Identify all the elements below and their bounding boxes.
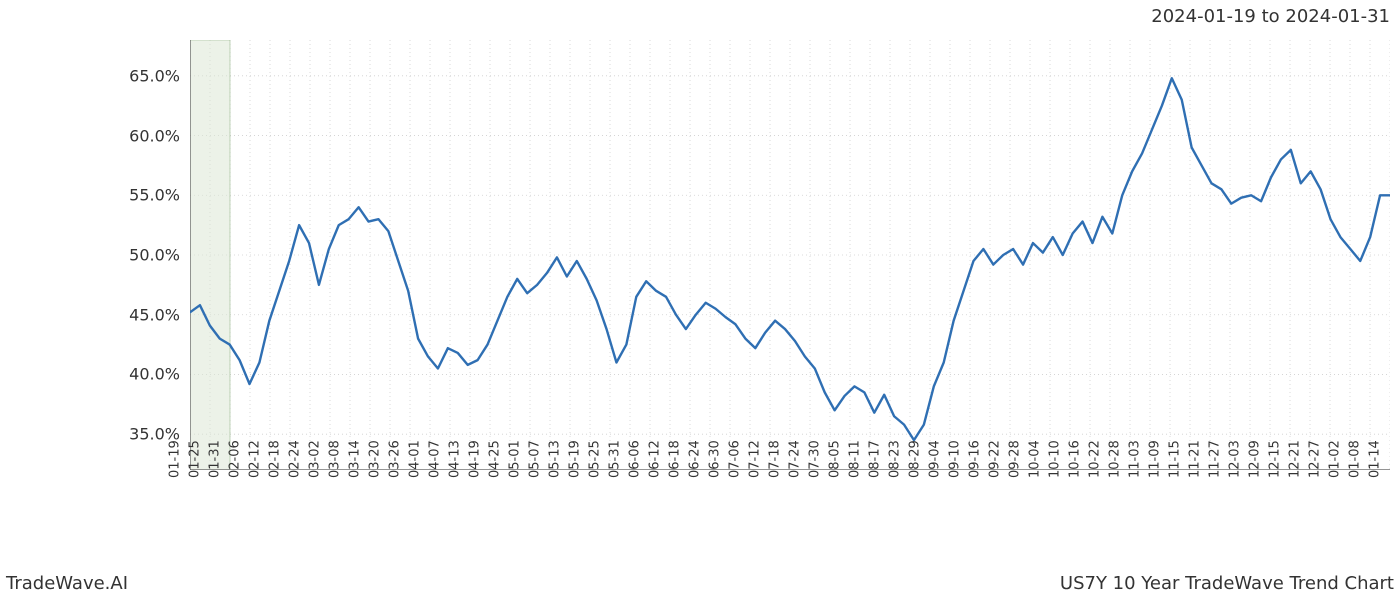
x-axis-tick-label: 07-18 (768, 440, 783, 478)
x-axis-tick-label: 04-07 (428, 440, 443, 478)
x-axis-tick-label: 03-08 (328, 440, 343, 478)
x-axis-tick-label: 07-24 (788, 440, 803, 478)
x-axis-tick-label: 11-09 (1148, 440, 1163, 478)
x-axis-tick-label: 03-20 (368, 440, 383, 478)
y-axis-tick-label: 45.0% (120, 305, 180, 324)
x-axis-tick-label: 10-22 (1088, 440, 1103, 478)
x-axis-tick-label: 08-17 (868, 440, 883, 478)
x-axis-tick-label: 02-24 (288, 440, 303, 478)
x-axis-tick-label: 06-30 (708, 440, 723, 478)
x-axis-tick-label: 12-03 (1228, 440, 1243, 478)
chart-container: { "header": { "date_range": "2024-01-19 … (0, 0, 1400, 600)
x-axis-tick-label: 08-11 (848, 440, 863, 478)
x-axis-tick-label: 01-14 (1368, 440, 1383, 478)
x-axis-tick-label: 11-15 (1168, 440, 1183, 478)
x-axis-tick-label: 05-07 (528, 440, 543, 478)
x-axis-tick-label: 09-10 (948, 440, 963, 478)
x-axis-tick-label: 06-06 (628, 440, 643, 478)
x-axis-tick-label: 06-18 (668, 440, 683, 478)
x-axis-tick-label: 09-04 (928, 440, 943, 478)
x-axis-tick-label: 05-01 (508, 440, 523, 478)
x-axis-tick-label: 05-13 (548, 440, 563, 478)
x-axis-tick-label: 01-02 (1328, 440, 1343, 478)
x-axis-tick-label: 07-06 (728, 440, 743, 478)
x-axis-tick-label: 02-18 (268, 440, 283, 478)
x-axis-tick-label: 04-01 (408, 440, 423, 478)
x-axis-tick-label: 03-26 (388, 440, 403, 478)
x-axis-tick-label: 09-28 (1008, 440, 1023, 478)
x-axis-tick-label: 12-27 (1308, 440, 1323, 478)
x-axis-tick-label: 09-16 (968, 440, 983, 478)
x-axis-tick-label: 04-13 (448, 440, 463, 478)
x-axis-tick-label: 02-06 (228, 440, 243, 478)
x-axis-tick-label: 08-29 (908, 440, 923, 478)
brand-label: TradeWave.AI (6, 573, 128, 594)
x-axis-tick-label: 01-31 (208, 440, 223, 478)
x-axis-tick-label: 06-12 (648, 440, 663, 478)
x-axis-tick-label: 05-31 (608, 440, 623, 478)
x-axis-tick-label: 12-21 (1288, 440, 1303, 478)
x-axis-tick-label: 03-02 (308, 440, 323, 478)
x-axis-tick-label: 04-19 (468, 440, 483, 478)
x-axis-tick-label: 10-04 (1028, 440, 1043, 478)
x-axis-tick-label: 01-08 (1348, 440, 1363, 478)
x-axis-tick-label: 06-24 (688, 440, 703, 478)
x-axis-tick-label: 10-16 (1068, 440, 1083, 478)
x-axis-tick-label: 12-15 (1268, 440, 1283, 478)
y-axis-tick-label: 50.0% (120, 246, 180, 265)
x-axis-tick-label: 05-19 (568, 440, 583, 478)
x-axis-tick-label: 08-23 (888, 440, 903, 478)
y-axis-tick-label: 55.0% (120, 186, 180, 205)
x-axis-tick-label: 11-03 (1128, 440, 1143, 478)
x-axis-tick-label: 07-12 (748, 440, 763, 478)
x-axis-tick-label: 04-25 (488, 440, 503, 478)
x-axis-tick-label: 03-14 (348, 440, 363, 478)
x-axis-tick-label: 02-12 (248, 440, 263, 478)
y-axis-tick-label: 60.0% (120, 126, 180, 145)
x-axis-tick-label: 10-10 (1048, 440, 1063, 478)
x-axis-tick-label: 10-28 (1108, 440, 1123, 478)
x-axis-tick-label: 07-30 (808, 440, 823, 478)
x-axis-tick-label: 01-19 (168, 440, 183, 478)
y-axis-tick-label: 65.0% (120, 66, 180, 85)
x-axis-tick-label: 08-05 (828, 440, 843, 478)
x-axis-tick-label: 11-27 (1208, 440, 1223, 478)
date-range-label: 2024-01-19 to 2024-01-31 (1151, 6, 1390, 27)
x-axis-tick-label: 09-22 (988, 440, 1003, 478)
x-axis-tick-label: 12-09 (1248, 440, 1263, 478)
x-axis-tick-label: 01-25 (188, 440, 203, 478)
chart-title: US7Y 10 Year TradeWave Trend Chart (1060, 573, 1394, 594)
x-axis-tick-label: 11-21 (1188, 440, 1203, 478)
y-axis-tick-label: 40.0% (120, 365, 180, 384)
x-axis-tick-label: 05-25 (588, 440, 603, 478)
trend-chart (190, 40, 1390, 470)
